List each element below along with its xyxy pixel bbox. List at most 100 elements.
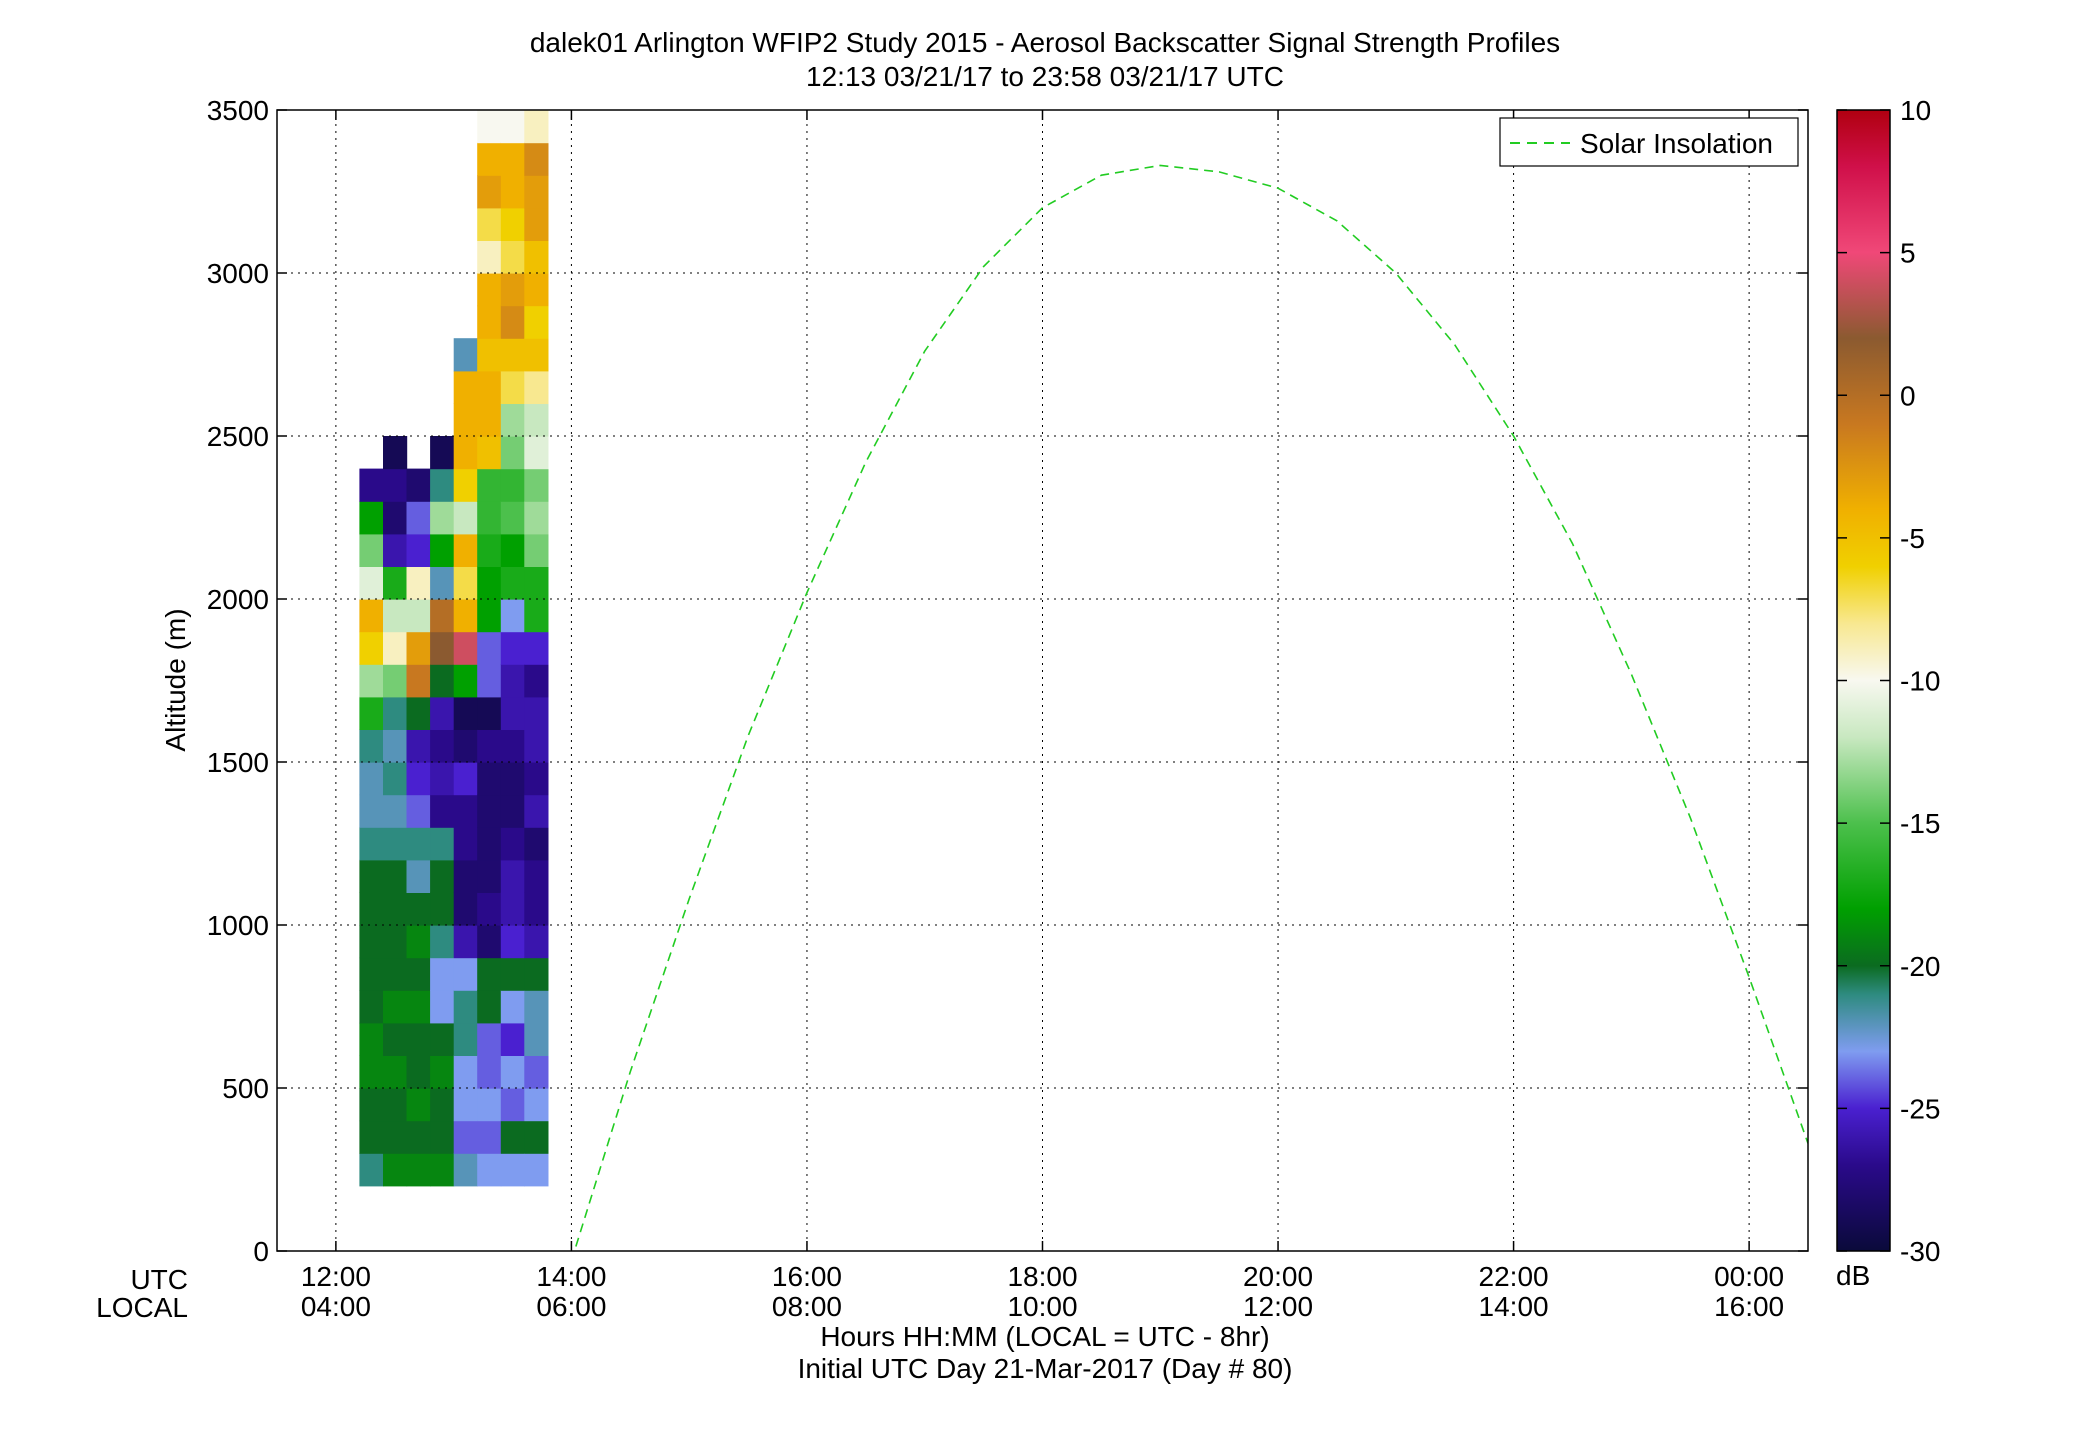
heatmap-cell-6-14 [500, 696, 525, 730]
x-tick-label-local-2: 08:00 [772, 1291, 842, 1322]
y-tick-label-2: 1000 [207, 910, 269, 941]
heatmap-cell-1-20 [383, 501, 408, 535]
heatmap-cell-6-8 [500, 892, 525, 926]
heatmap-cell-6-16 [500, 631, 525, 665]
heatmap-cell-2-10 [406, 827, 431, 861]
heatmap-cell-6-25 [500, 338, 525, 372]
heatmap-cell-0-19 [359, 533, 384, 567]
x-axis-label: Hours HH:MM (LOCAL = UTC - 8hr) [820, 1321, 1269, 1352]
heatmap-cell-1-17 [383, 599, 408, 633]
heatmap-cell-4-8 [453, 892, 478, 926]
x-tick-label-local-6: 16:00 [1714, 1291, 1784, 1322]
heatmap-cell-0-6 [359, 957, 384, 991]
heatmap-cell-0-15 [359, 664, 384, 698]
y-tick-label-6: 3000 [207, 258, 269, 289]
heatmap-cell-5-24 [477, 370, 502, 404]
heatmap-cell-0-14 [359, 696, 384, 730]
heatmap-cell-4-18 [453, 566, 478, 600]
heatmap-cell-6-10 [500, 827, 525, 861]
heatmap-cell-5-18 [477, 566, 502, 600]
heatmap-cell-7-14 [524, 696, 549, 730]
heatmap-cell-1-15 [383, 664, 408, 698]
x-tick-label-local-0: 04:00 [301, 1291, 371, 1322]
x-tick-label-utc-2: 16:00 [772, 1261, 842, 1292]
heatmap-cell-3-10 [430, 827, 455, 861]
heatmap-cell-7-20 [524, 501, 549, 535]
heatmap-cell-3-9 [430, 859, 455, 893]
heatmap-cell-4-9 [453, 859, 478, 893]
heatmap-cell-1-4 [383, 1022, 408, 1056]
heatmap-cell-5-9 [477, 859, 502, 893]
heatmap-cell-7-8 [524, 892, 549, 926]
x-tick-label-utc-6: 00:00 [1714, 1261, 1784, 1292]
heatmap-cell-5-17 [477, 599, 502, 633]
heatmap-cell-2-12 [406, 762, 431, 796]
heatmap-cell-3-5 [430, 990, 455, 1024]
series-layer [573, 164, 1808, 1251]
heatmap-cell-1-19 [383, 533, 408, 567]
heatmap-cell-3-17 [430, 599, 455, 633]
heatmap-cell-2-18 [406, 566, 431, 600]
heatmap-cell-7-24 [524, 370, 549, 404]
heatmap-cell-6-30 [500, 175, 525, 209]
heatmap-cell-6-12 [500, 762, 525, 796]
y-tick-label-4: 2000 [207, 584, 269, 615]
heatmap-cell-0-12 [359, 762, 384, 796]
heatmap-cell-5-10 [477, 827, 502, 861]
heatmap-cell-0-4 [359, 1022, 384, 1056]
heatmap-cell-3-22 [430, 436, 455, 470]
heatmap-cell-6-6 [500, 957, 525, 991]
heatmap-cell-4-3 [453, 1055, 478, 1089]
heatmap-cell-7-2 [524, 1088, 549, 1122]
heatmap-cell-2-17 [406, 599, 431, 633]
heatmap-cell-5-25 [477, 338, 502, 372]
heatmap-cell-3-21 [430, 468, 455, 502]
row-label-local: LOCAL [96, 1292, 188, 1323]
heatmap-cell-4-1 [453, 1120, 478, 1154]
heatmap-cell-4-12 [453, 762, 478, 796]
y-axis-label: Altitude (m) [160, 608, 191, 751]
heatmap-cell-3-8 [430, 892, 455, 926]
heatmap-cell-6-9 [500, 859, 525, 893]
x-axis: 12:0004:0014:0006:0016:0008:0018:0010:00… [301, 110, 1784, 1322]
heatmap-cell-3-12 [430, 762, 455, 796]
heatmap-cell-5-27 [477, 273, 502, 307]
heatmap-cell-2-21 [406, 468, 431, 502]
heatmap-cell-7-13 [524, 729, 549, 763]
heatmap-cell-5-16 [477, 631, 502, 665]
heatmap-cell-6-24 [500, 370, 525, 404]
heatmap-cell-2-3 [406, 1055, 431, 1089]
heatmap-cell-4-15 [453, 664, 478, 698]
heatmap-cell-3-20 [430, 501, 455, 535]
heatmap-cell-0-11 [359, 794, 384, 828]
heatmap-cell-1-3 [383, 1055, 408, 1089]
heatmap-cell-5-14 [477, 696, 502, 730]
heatmap-cell-2-16 [406, 631, 431, 665]
heatmap-cell-6-32 [500, 110, 525, 144]
colorbar-tick-label-5: -15 [1900, 808, 1940, 839]
colorbar-tick-label-3: -5 [1900, 523, 1925, 554]
x-tick-label-local-4: 12:00 [1243, 1291, 1313, 1322]
heatmap-cell-0-21 [359, 468, 384, 502]
heatmap-cell-2-9 [406, 859, 431, 893]
heatmap-cell-7-22 [524, 436, 549, 470]
heatmap-cell-6-2 [500, 1088, 525, 1122]
heatmap-cell-7-25 [524, 338, 549, 372]
heatmap-cell-5-29 [477, 207, 502, 241]
heatmap-cell-1-7 [383, 925, 408, 959]
colorbar-tick-label-7: -25 [1900, 1093, 1940, 1124]
colorbar-tick-label-6: -20 [1900, 951, 1940, 982]
heatmap-cell-2-5 [406, 990, 431, 1024]
colorbar-unit: dB [1836, 1260, 1870, 1291]
heatmap-cell-6-27 [500, 273, 525, 307]
heatmap-cell-5-31 [477, 142, 502, 176]
colorbar-tick-label-0: 10 [1900, 95, 1931, 126]
heatmap-cell-0-18 [359, 566, 384, 600]
heatmap-cell-3-15 [430, 664, 455, 698]
heatmap-cell-5-20 [477, 501, 502, 535]
heatmap-cell-1-1 [383, 1120, 408, 1154]
heatmap-cell-7-1 [524, 1120, 549, 1154]
heatmap-cell-2-4 [406, 1022, 431, 1056]
heatmap-cell-2-20 [406, 501, 431, 535]
heatmap-cell-5-7 [477, 925, 502, 959]
